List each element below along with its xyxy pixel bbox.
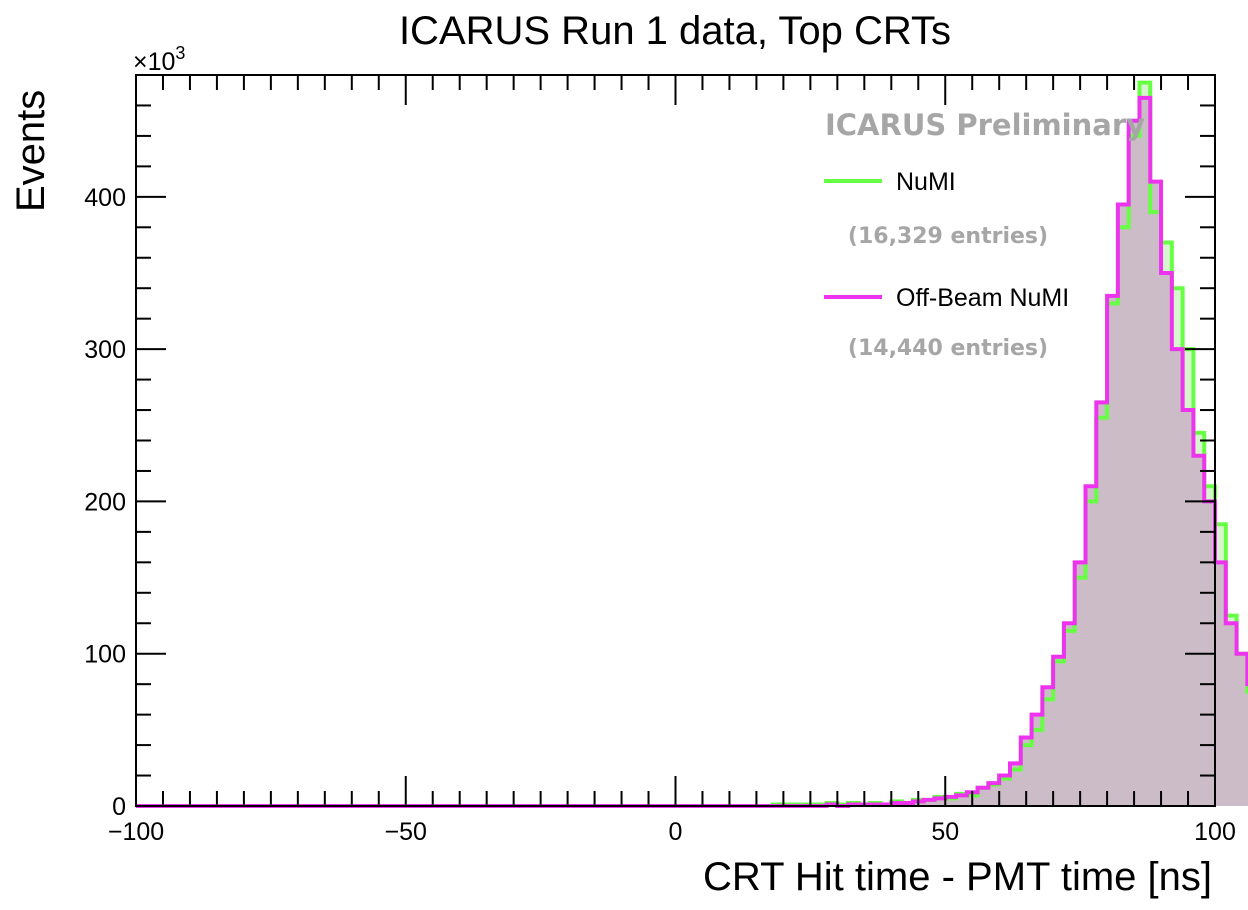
y-tick-label: 200	[84, 488, 126, 516]
x-tick-label: 50	[931, 818, 959, 846]
x-tick-label: 0	[669, 818, 683, 846]
preliminary-annotation: ICARUS Preliminary	[825, 108, 1145, 142]
x-tick-label: 100	[1194, 818, 1236, 846]
y-tick-label: 400	[84, 184, 126, 212]
plot-area	[136, 80, 1248, 808]
x-axis-title: CRT Hit time - PMT time [ns]	[703, 855, 1212, 899]
y-tick-labels: 0 100 200 300 400	[84, 184, 126, 821]
axis-ticks	[135, 74, 1216, 807]
y-multiplier-base: ×10	[133, 48, 175, 76]
legend-entries-numi: (16,329 entries)	[848, 224, 1048, 249]
y-axis-title: Events	[9, 90, 53, 212]
series-fills	[136, 82, 1248, 806]
x-tick-label: −100	[108, 818, 164, 846]
legend: NuMI (16,329 entries) Off-Beam NuMI (14,…	[824, 168, 1069, 361]
legend-label-offbeam-numi: Off-Beam NuMI	[896, 284, 1069, 312]
y-multiplier: ×103	[133, 43, 185, 76]
y-tick-label: 100	[84, 641, 126, 669]
series-fill-offbeam-numi	[136, 97, 1248, 806]
y-multiplier-exponent: 3	[175, 43, 185, 63]
y-tick-label: 300	[84, 336, 126, 364]
x-tick-label: −50	[385, 818, 427, 846]
legend-label-numi: NuMI	[896, 168, 956, 196]
y-tick-label: 0	[112, 793, 126, 821]
chart-title: ICARUS Run 1 data, Top CRTs	[399, 9, 951, 53]
x-tick-labels: −100 −50 0 50 100	[108, 818, 1236, 846]
legend-entries-offbeam-numi: (14,440 entries)	[848, 336, 1048, 361]
